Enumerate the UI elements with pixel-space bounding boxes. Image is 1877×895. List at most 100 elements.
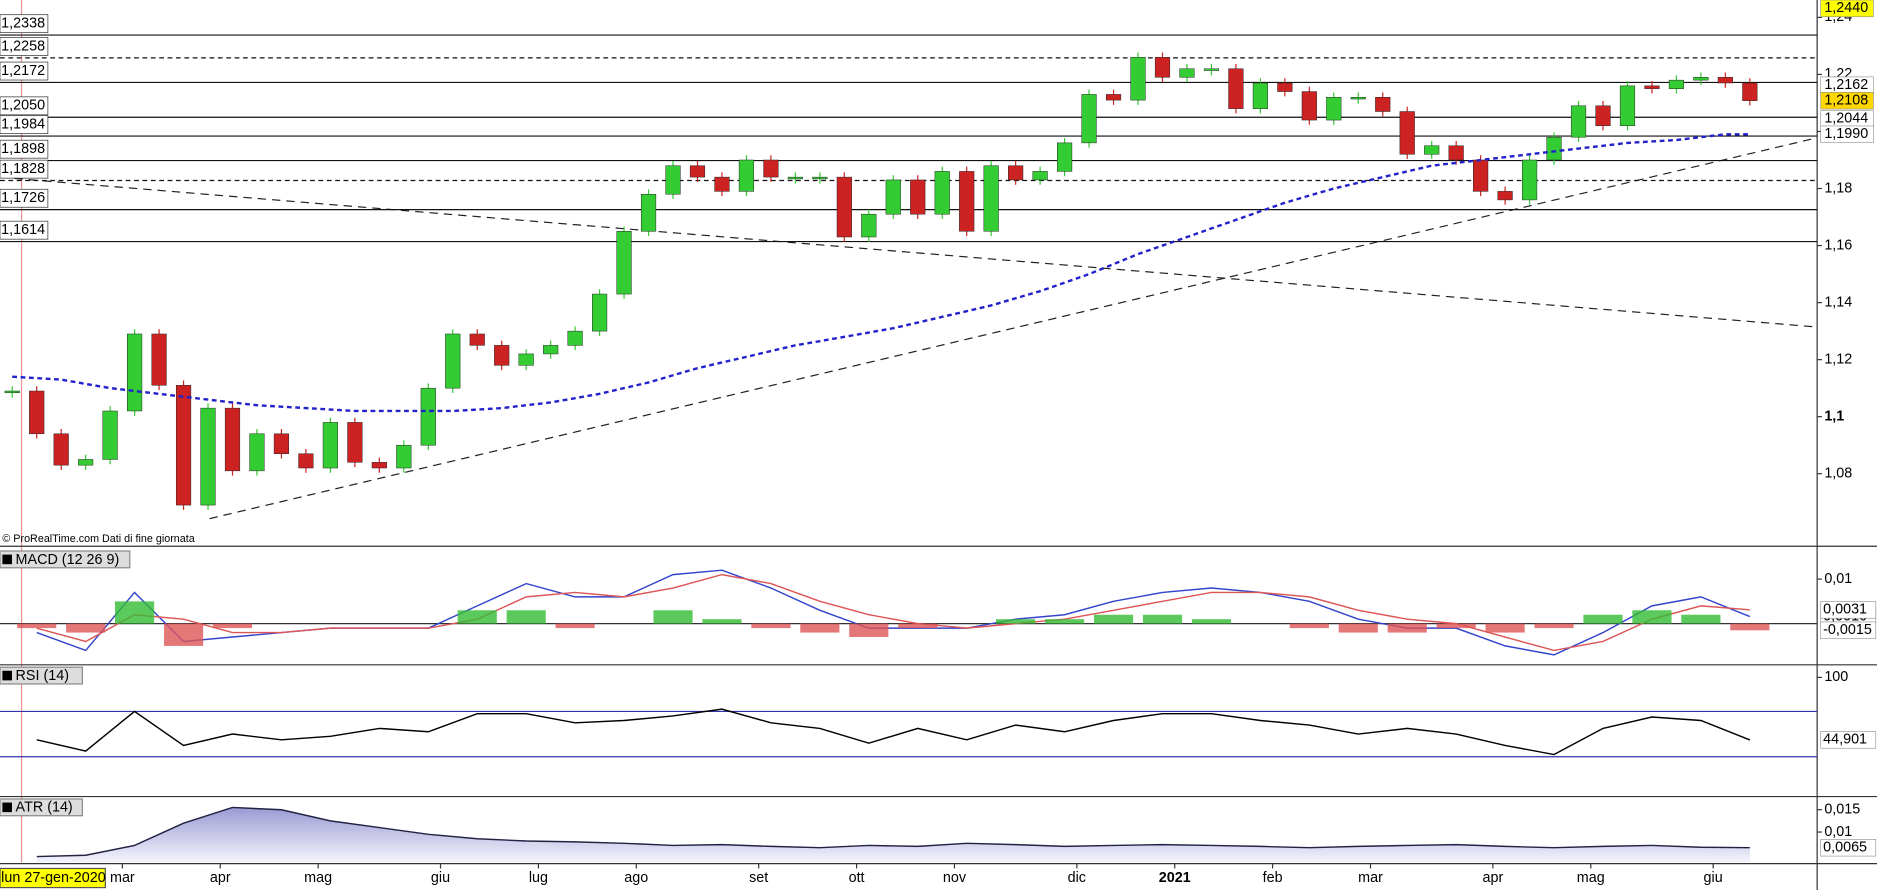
area [36, 807, 1750, 863]
candle [4, 390, 20, 394]
histogram-bar [1436, 623, 1476, 629]
candle [567, 330, 583, 346]
x-tick-label: lun 27-gen-2020 [1, 870, 106, 886]
histogram-bar [1142, 614, 1183, 624]
candle [983, 165, 999, 232]
level-label: 1,2050 [1, 98, 45, 114]
candle [1570, 105, 1587, 138]
candle [1595, 105, 1611, 127]
candle [175, 385, 192, 506]
y-tick-label: 1,08 [1824, 466, 1852, 482]
histogram-bar [1191, 619, 1232, 624]
candle [224, 407, 241, 472]
candle [1350, 97, 1366, 100]
candle [200, 407, 216, 506]
x-tick-label: 2021 [1159, 870, 1191, 886]
candle [689, 165, 706, 178]
level-label-box [0, 188, 49, 208]
candle [1301, 91, 1317, 121]
candle [1399, 111, 1415, 155]
price-badge [1820, 91, 1874, 110]
candle [1057, 142, 1073, 172]
histogram-bar [1632, 610, 1672, 624]
trend-line [0, 176, 1818, 328]
candle [518, 353, 534, 366]
level-label: 1,1898 [1, 141, 45, 157]
candle [1473, 159, 1489, 192]
histogram-bar [898, 623, 938, 629]
candle [1497, 191, 1513, 201]
panel-title: MACD (12 26 9) [16, 552, 120, 568]
candle [127, 333, 143, 412]
histogram-bar [66, 623, 106, 633]
candle [420, 387, 436, 446]
level-label: 1,1614 [1, 222, 45, 238]
x-label-box [0, 867, 106, 889]
histogram-bar [1583, 614, 1623, 624]
source-note: © ProRealTime.com Dati di fine giornata [2, 533, 194, 545]
x-tick-label: mag [304, 870, 332, 886]
value-badge-label: -0,0015 [1823, 622, 1872, 638]
level-label-box [0, 159, 49, 179]
histogram-bar [1485, 623, 1525, 633]
x-tick-label: feb [1263, 870, 1283, 886]
candle [1717, 77, 1733, 84]
panel-icon [2, 670, 12, 681]
candle [1252, 82, 1268, 109]
candle [885, 179, 901, 215]
panel-title-box [0, 550, 131, 569]
value-badge [1820, 731, 1877, 749]
level-label: 1,1726 [1, 190, 45, 206]
level-label-box [0, 37, 49, 56]
level-label-box [0, 139, 49, 159]
value-badge [1820, 621, 1877, 640]
histogram-bar [1289, 623, 1329, 629]
y-tick-label: 1,16 [1824, 237, 1852, 253]
candle [273, 433, 290, 454]
candle [1668, 79, 1685, 89]
histogram-bar [702, 619, 742, 624]
level-label-box [0, 14, 49, 34]
level-label-box [0, 115, 49, 135]
price-badge-label: 1,2044 [1824, 111, 1868, 127]
histogram-bar [849, 623, 889, 638]
candle [1693, 77, 1709, 81]
histogram-bar [1387, 623, 1427, 633]
value-badge-label: 0,0065 [1823, 839, 1867, 855]
x-tick-label: giu [1704, 870, 1723, 886]
candle [371, 462, 387, 469]
candle [102, 410, 118, 460]
candle [1742, 82, 1758, 101]
candle [543, 345, 559, 355]
candle [1448, 145, 1464, 161]
candle [249, 433, 265, 472]
histogram-bar [751, 623, 791, 629]
value-badge-label: 0,0031 [1823, 602, 1867, 618]
candle [1375, 97, 1391, 112]
candle [640, 193, 657, 232]
price-badge [1820, 125, 1874, 144]
candle [1154, 57, 1171, 78]
histogram-bar [457, 610, 497, 624]
candle [1522, 159, 1538, 201]
panel-title-box [0, 798, 83, 817]
price-badge-label: 1,1990 [1824, 126, 1868, 142]
candle [1179, 68, 1195, 78]
candle [763, 159, 779, 178]
candle [1228, 68, 1244, 109]
y-tick-label: 100 [1824, 669, 1848, 685]
candle [665, 165, 681, 195]
x-tick-label: apr [210, 870, 231, 886]
candle [812, 176, 828, 180]
level-label: 1,2258 [1, 38, 45, 54]
candle [1105, 94, 1122, 101]
candle [934, 171, 950, 215]
candle [347, 422, 363, 463]
candle [445, 333, 461, 389]
candle [1081, 94, 1097, 144]
histogram-bar [1093, 614, 1134, 624]
candle [861, 213, 877, 238]
price-badge-label: 1,2108 [1824, 92, 1868, 108]
